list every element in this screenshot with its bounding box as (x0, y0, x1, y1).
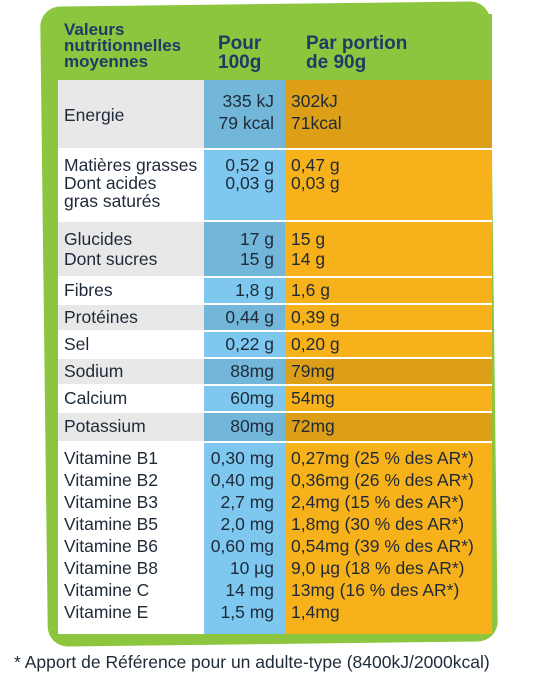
footnote: * Apport de Référence pour un adulte-typ… (14, 652, 490, 672)
row-divider (58, 357, 492, 359)
vitamin-label: Vitamine B3 (64, 492, 159, 512)
row-potassium: Potassium 80mg 72mg (58, 413, 492, 441)
vitamins-block: Vitamine B1 0,30 mg 0,27mg (25 % des AR*… (58, 443, 492, 634)
nutrient-label: Calcium (64, 388, 128, 408)
per100-value: 79 kcal (218, 113, 274, 133)
portion-value: 2,4mg (15 % des AR*) (291, 492, 465, 512)
row-divider (58, 303, 492, 305)
nutrient-label: Fibres (64, 280, 113, 300)
portion-value: 1,4mg (291, 602, 340, 622)
nutrient-label: Energie (64, 105, 125, 125)
portion-value: 54mg (291, 388, 335, 408)
portion-value: 1,8mg (30 % des AR*) (291, 514, 465, 534)
portion-value: 71kcal (291, 113, 342, 133)
vitamin-label: Vitamine B1 (64, 448, 159, 468)
portion-value: 0,20 g (291, 334, 340, 354)
row-carbs: Glucides 17 g 15 g Dont sucres 15 g 14 g (58, 222, 492, 276)
portion-value: 0,36mg (26 % des AR*) (291, 470, 474, 490)
row-divider (58, 411, 492, 413)
per100-value: 0,52 g (225, 155, 274, 175)
row-divider (58, 276, 492, 278)
nutrient-label: Sodium (64, 361, 124, 381)
per100-value: 335 kJ (222, 91, 274, 111)
header-title-line: nutritionnelles (64, 36, 182, 55)
row-sodium: Sodium 88mg 79mg (58, 359, 492, 384)
portion-value: 0,47 g (291, 155, 340, 175)
header-per100-line: 100g (218, 52, 262, 73)
row-energie: Energie 335 kJ 79 kcal 302kJ 71kcal (58, 80, 492, 148)
nutrient-label: Matières grasses (64, 155, 198, 175)
row-divider (58, 148, 492, 150)
portion-value: 0,54mg (39 % des AR*) (291, 536, 474, 556)
portion-value: 14 g (291, 249, 326, 269)
nutrient-label: Protéines (64, 307, 138, 327)
vitamin-label: Vitamine B8 (64, 558, 159, 578)
per100-value: 2,7 mg (220, 492, 275, 512)
per100-value: 17 g (239, 229, 274, 249)
per100-value: 15 g (239, 249, 274, 269)
portion-value: 0,03 g (291, 173, 340, 193)
portion-value: 0,39 g (291, 307, 340, 327)
nutrient-label: Sel (64, 334, 90, 354)
row-divider (58, 441, 492, 443)
per100-value: 0,44 g (225, 307, 274, 327)
row-fibres: Fibres 1,8 g 1,6 g (58, 278, 492, 303)
vitamin-label: Vitamine B5 (64, 514, 159, 534)
vitamin-label: Vitamine E (64, 602, 149, 622)
portion-value: 9,0 µg (18 % des AR*) (291, 558, 465, 578)
portion-value: 72mg (291, 416, 335, 436)
label-column-bg (58, 14, 204, 634)
nutrient-label: Dont acides (64, 173, 157, 193)
row-proteines: Protéines 0,44 g 0,39 g (58, 305, 492, 330)
portion-value: 302kJ (291, 91, 338, 111)
portion-value: 1,6 g (291, 280, 330, 300)
per100-column-bg (204, 14, 285, 634)
row-divider (58, 384, 492, 386)
row-calcium: Calcium 60mg 54mg (58, 386, 492, 411)
per100-value: 0,22 g (225, 334, 274, 354)
per100-value: 1,5 mg (220, 602, 275, 622)
per100-value: 88mg (230, 361, 274, 381)
portion-value: 15 g (291, 229, 326, 249)
nutrient-label: gras saturés (64, 191, 161, 211)
portion-value: 13mg (16 % des AR*) (291, 580, 460, 600)
per100-value: 0,40 mg (210, 470, 274, 490)
nutrient-label: Glucides (64, 229, 133, 249)
portion-value: 79mg (291, 361, 335, 381)
per100-value: 10 µg (229, 558, 274, 578)
header-portion-line: Par portion (306, 33, 408, 54)
table-header: Valeurs nutritionnelles moyennes Pour 10… (58, 14, 492, 80)
per100-value: 14 mg (225, 580, 274, 600)
header-title-line: Valeurs (64, 20, 125, 39)
header-portion-line: de 90g (306, 52, 367, 73)
nutrient-label: Potassium (64, 416, 146, 436)
header-title-line: moyennes (64, 52, 149, 71)
nutrient-label: Dont sucres (64, 249, 158, 269)
per100-value: 0,60 mg (210, 536, 274, 556)
vitamin-label: Vitamine B6 (64, 536, 159, 556)
per100-value: 2,0 mg (220, 514, 275, 534)
per100-value: 0,03 g (225, 173, 274, 193)
per100-value: 1,8 g (235, 280, 274, 300)
per100-value: 60mg (230, 388, 274, 408)
per100-value: 80mg (230, 416, 274, 436)
header-per100-line: Pour (218, 33, 262, 54)
nutrition-table: Valeurs nutritionnelles moyennes Pour 10… (58, 14, 492, 634)
vitamin-label: Vitamine C (64, 580, 150, 600)
vitamin-label: Vitamine B2 (64, 470, 159, 490)
row-divider (58, 330, 492, 332)
portion-value: 0,27mg (25 % des AR*) (291, 448, 474, 468)
per100-value: 0,30 mg (210, 448, 274, 468)
row-divider (58, 220, 492, 222)
portion-column-bg (285, 14, 492, 634)
row-sel: Sel 0,22 g 0,20 g (58, 332, 492, 357)
row-fats: Matières grasses 0,52 g 0,47 g Dont acid… (58, 150, 492, 220)
